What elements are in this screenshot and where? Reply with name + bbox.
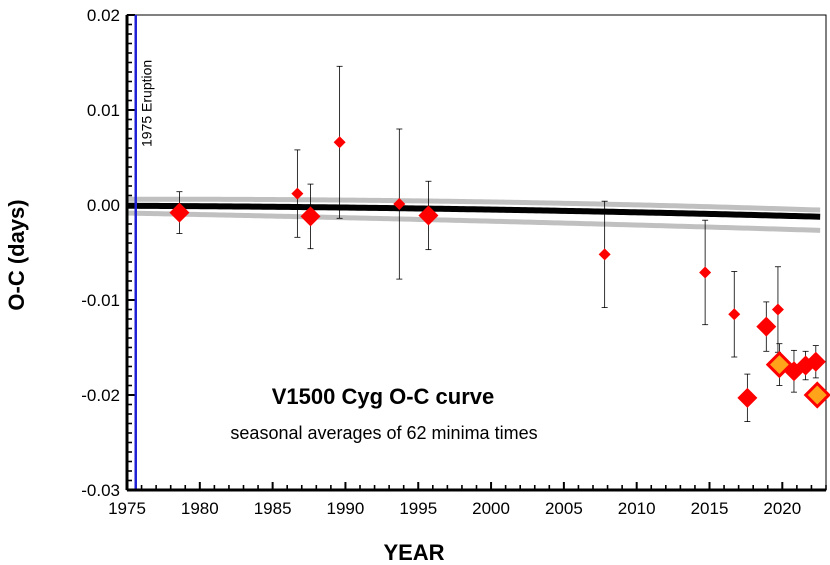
x-tick-label: 1975 [108,499,146,518]
data-point [699,266,712,279]
y-tick-labels: 0.02 0.01 0.00 -0.01 -0.02 -0.03 [81,6,120,500]
data-point [737,387,758,408]
data-point [300,206,321,227]
fit-curve [128,202,821,220]
y-axis-title: O-C (days) [4,199,29,310]
x-tick-label: 2000 [472,499,510,518]
data-point [803,381,830,409]
y-tick-label: -0.02 [81,386,120,405]
plot-frame [126,14,827,491]
y-tick-label: 0.02 [87,6,120,25]
y-tick-label: 0.01 [87,101,120,120]
chart-subtitle: seasonal averages of 62 minima times [230,423,537,443]
y-tick-label: -0.01 [81,291,120,310]
x-tick-labels: 1975 1980 1985 1990 1995 2000 2005 2010 2015 2020 [108,499,801,518]
data-point [756,316,777,337]
plot-area [126,14,827,491]
data-point [291,187,304,200]
x-axis-title: YEAR [383,540,444,565]
data-point [393,198,406,211]
data-point [169,202,190,223]
x-tick-label: 2005 [545,499,583,518]
x-tick-label: 1990 [327,499,365,518]
data-point [728,308,741,321]
data-point [805,351,826,372]
x-tick-label: 1995 [399,499,437,518]
bound-curve-upper [128,196,821,213]
chart-title: V1500 Cyg O-C curve [272,384,495,409]
eruption-label: 1975 Eruption [139,60,155,147]
data-points [169,136,830,409]
x-tick-label: 2020 [763,499,801,518]
data-point [771,303,784,316]
y-tick-label: 0.00 [87,196,120,215]
x-tick-label: 1985 [254,499,292,518]
data-point [598,248,611,261]
x-tick-label: 1980 [181,499,219,518]
axes [125,15,826,492]
x-tick-label: 2010 [618,499,656,518]
data-point [418,205,439,226]
y-tick-label: -0.03 [81,481,120,500]
data-point [333,136,346,149]
x-tick-label: 2015 [691,499,729,518]
